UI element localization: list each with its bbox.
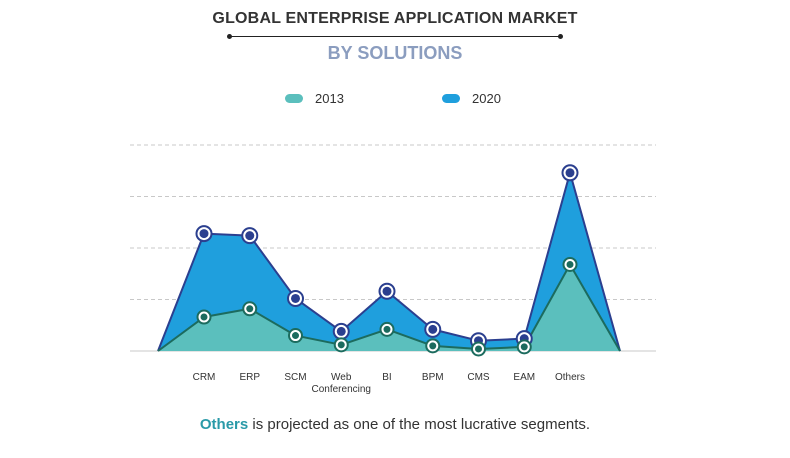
area-chart: CRM ERP SCM Web Conferencing BI BPM CMS EAM Other…	[130, 144, 656, 395]
x-tick-label: CRM	[193, 372, 216, 383]
caption: Others is projected as one of the most l…	[0, 416, 790, 433]
x-tick-label: Web Conferencing	[312, 372, 371, 395]
legend-label-2013: 2013	[315, 91, 344, 106]
caption-text: is projected as one of the most lucrativ…	[248, 416, 591, 433]
point-2013	[520, 343, 528, 351]
point-2013	[337, 341, 345, 349]
x-tick-label: Others	[555, 372, 585, 383]
point-2020	[199, 229, 209, 239]
point-2020	[565, 168, 575, 178]
chart-subtitle: BY SOLUTIONS	[327, 43, 463, 63]
point-2013	[429, 342, 437, 350]
x-tick-label: BI	[382, 372, 391, 383]
legend-label-2020: 2020	[472, 91, 501, 106]
point-2020	[245, 231, 255, 241]
point-2013	[383, 325, 391, 333]
legend-item-2020: 2020	[442, 91, 501, 106]
legend-swatch-2020	[442, 94, 460, 103]
title-rule	[227, 34, 563, 39]
point-2013	[246, 305, 254, 313]
x-tick-label: EAM	[513, 372, 535, 383]
legend-item-2013: 2013	[285, 91, 344, 106]
point-2020	[336, 326, 346, 336]
point-2013	[292, 332, 299, 340]
x-tick-label: SCM	[284, 372, 306, 383]
legend-swatch-2013	[285, 94, 303, 103]
caption-highlight: Others	[199, 416, 249, 433]
point-2013	[200, 313, 208, 321]
point-2020	[428, 324, 438, 334]
x-tick-label: CMS	[467, 372, 490, 383]
point-2020	[382, 286, 392, 296]
point-2013	[566, 260, 574, 268]
chart-title: GLOBAL ENTERPRISE APPLICATION MARKET	[212, 10, 578, 27]
point-2020	[291, 293, 300, 303]
legend: 2013 2020	[0, 91, 790, 109]
series-2020-area	[158, 172, 620, 351]
series-2013-area	[158, 264, 620, 351]
title-rule-left-dot	[227, 34, 232, 39]
x-tick-label: BPM	[422, 372, 444, 383]
point-2013	[475, 345, 482, 353]
x-tick-label: ERP	[239, 372, 260, 383]
title-rule-right-dot	[558, 34, 563, 39]
